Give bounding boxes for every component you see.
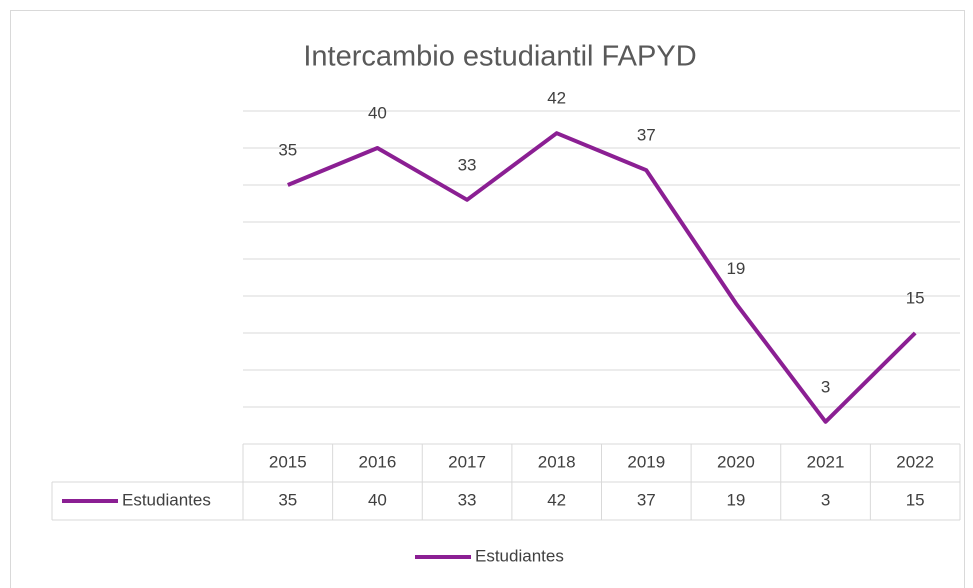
data-label: 35 (278, 140, 297, 159)
data-label: 37 (637, 126, 656, 145)
x-tick-label: 2019 (627, 452, 665, 471)
x-tick-label: 2020 (717, 452, 755, 471)
x-tick-label: 2015 (269, 452, 307, 471)
legend-label: Estudiantes (475, 546, 564, 565)
data-label: 15 (906, 288, 925, 307)
table-value: 37 (637, 490, 656, 509)
table-value: 42 (547, 490, 566, 509)
table-value: 35 (278, 490, 297, 509)
x-tick-label: 2018 (538, 452, 576, 471)
table-value: 33 (458, 490, 477, 509)
table-value: 3 (821, 490, 830, 509)
data-label: 3 (821, 377, 830, 396)
data-label: 42 (547, 89, 566, 108)
table-series-name: Estudiantes (122, 490, 211, 509)
x-tick-label: 2016 (359, 452, 397, 471)
table-value: 40 (368, 490, 387, 509)
series-line (287, 131, 917, 424)
data-label: 40 (368, 103, 387, 122)
x-tick-label: 2021 (807, 452, 845, 471)
data-label: 33 (458, 155, 477, 174)
data-label: 19 (726, 259, 745, 278)
chart-title: Intercambio estudiantil FAPYD (303, 41, 696, 73)
table-value: 15 (906, 490, 925, 509)
x-tick-label: 2017 (448, 452, 486, 471)
chart-border (10, 10, 965, 588)
table-value: 19 (726, 490, 745, 509)
x-tick-label: 2022 (896, 452, 934, 471)
